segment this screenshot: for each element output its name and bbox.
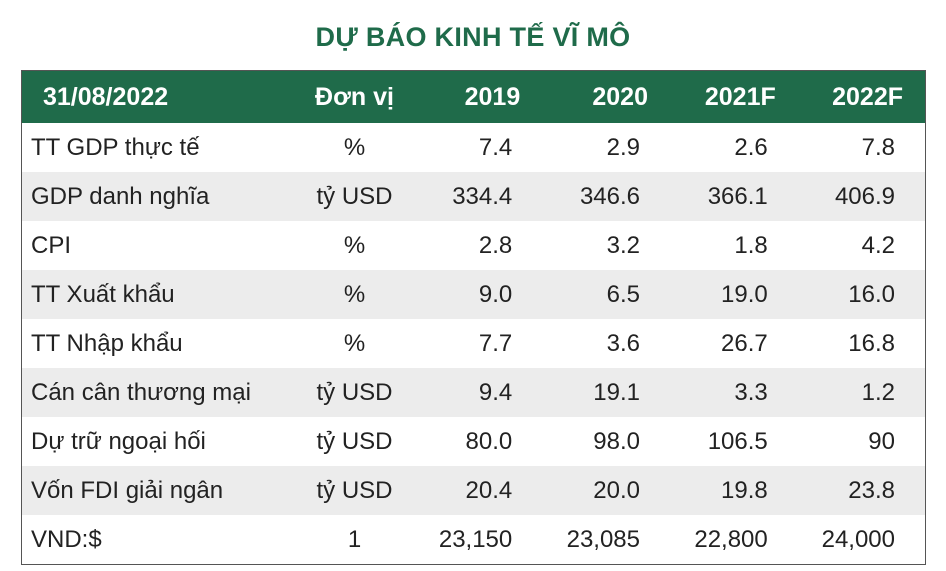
row-label: TT GDP thực tế: [21, 123, 295, 172]
value-cell: 19.8: [670, 466, 798, 515]
header-year-2021f: 2021F: [670, 70, 798, 123]
table-row: Cán cân thương mại tỷ USD 9.4 19.1 3.3 1.2: [21, 368, 926, 417]
value-cell: 406.9: [797, 172, 926, 221]
row-unit: tỷ USD: [294, 466, 415, 515]
value-cell: 23,150: [414, 515, 543, 565]
value-cell: 19.0: [670, 270, 798, 319]
value-cell: 7.4: [414, 123, 543, 172]
value-cell: 4.2: [797, 221, 926, 270]
header-year-2019: 2019: [414, 70, 543, 123]
row-unit: %: [294, 221, 415, 270]
value-cell: 106.5: [670, 417, 798, 466]
value-cell: 26.7: [670, 319, 798, 368]
value-cell: 2.9: [542, 123, 670, 172]
header-date: 31/08/2022: [21, 70, 295, 123]
table-row: TT Nhập khẩu% 7.7 3.6 26.7 16.8: [21, 319, 926, 368]
value-cell: 16.0: [797, 270, 926, 319]
row-unit: %: [294, 319, 415, 368]
value-cell: 6.5: [542, 270, 670, 319]
table-row: Dự trữ ngoại hối tỷ USD 80.0 98.0 106.5 90: [21, 417, 926, 466]
row-unit: %: [294, 123, 415, 172]
row-label: VND:$: [21, 515, 295, 565]
value-cell: 20.0: [542, 466, 670, 515]
value-cell: 1.8: [670, 221, 798, 270]
row-label: Cán cân thương mại: [21, 368, 295, 417]
row-label: Vốn FDI giải ngân: [21, 466, 295, 515]
row-unit: tỷ USD: [294, 172, 415, 221]
value-cell: 346.6: [542, 172, 670, 221]
value-cell: 2.6: [670, 123, 798, 172]
macro-forecast-table: 31/08/2022 Đơn vị 2019 2020 2021F 2022F …: [21, 70, 926, 565]
value-cell: 3.3: [670, 368, 798, 417]
value-cell: 20.4: [414, 466, 543, 515]
table-title: DỰ BÁO KINH TẾ VĨ MÔ: [315, 22, 631, 52]
row-unit: 1: [294, 515, 415, 565]
table-row: TT GDP thực tế% 7.4 2.9 2.6 7.8: [21, 123, 926, 172]
row-label: GDP danh nghĩa: [21, 172, 295, 221]
value-cell: 90: [797, 417, 926, 466]
value-cell: 23,085: [542, 515, 670, 565]
value-cell: 1.2: [797, 368, 926, 417]
value-cell: 22,800: [670, 515, 798, 565]
header-year-2020: 2020: [542, 70, 670, 123]
value-cell: 16.8: [797, 319, 926, 368]
row-unit: %: [294, 270, 415, 319]
value-cell: 98.0: [542, 417, 670, 466]
row-unit: tỷ USD: [294, 417, 415, 466]
row-label: TT Xuất khẩu: [21, 270, 295, 319]
value-cell: 24,000: [797, 515, 926, 565]
value-cell: 19.1: [542, 368, 670, 417]
value-cell: 2.8: [414, 221, 543, 270]
table-row: TT Xuất khẩu% 9.0 6.5 19.0 16.0: [21, 270, 926, 319]
table-row: CPI% 2.8 3.2 1.8 4.2: [21, 221, 926, 270]
row-label: Dự trữ ngoại hối: [21, 417, 295, 466]
value-cell: 9.0: [414, 270, 543, 319]
value-cell: 9.4: [414, 368, 543, 417]
table-row: Vốn FDI giải ngân tỷ USD 20.4 20.0 19.8 23.8: [21, 466, 926, 515]
value-cell: 3.2: [542, 221, 670, 270]
value-cell: 7.8: [797, 123, 926, 172]
value-cell: 23.8: [797, 466, 926, 515]
header-unit: Đơn vị: [294, 70, 415, 123]
table-row: GDP danh nghĩa tỷ USD 334.4 346.6 366.1 406.9: [21, 172, 926, 221]
table-row: VND:$ 1 23,150 23,085 22,800 24,000: [21, 515, 926, 565]
value-cell: 80.0: [414, 417, 543, 466]
value-cell: 334.4: [414, 172, 543, 221]
value-cell: 366.1: [670, 172, 798, 221]
row-label: TT Nhập khẩu: [21, 319, 295, 368]
value-cell: 3.6: [542, 319, 670, 368]
value-cell: 7.7: [414, 319, 543, 368]
table-body: TT GDP thực tế% 7.4 2.9 2.6 7.8 GDP danh nghĩ…: [21, 123, 926, 565]
row-label: CPI: [21, 221, 295, 270]
header-row: 31/08/2022 Đơn vị 2019 2020 2021F 2022F: [21, 70, 926, 123]
header-year-2022f: 2022F: [797, 70, 926, 123]
row-unit: tỷ USD: [294, 368, 415, 417]
